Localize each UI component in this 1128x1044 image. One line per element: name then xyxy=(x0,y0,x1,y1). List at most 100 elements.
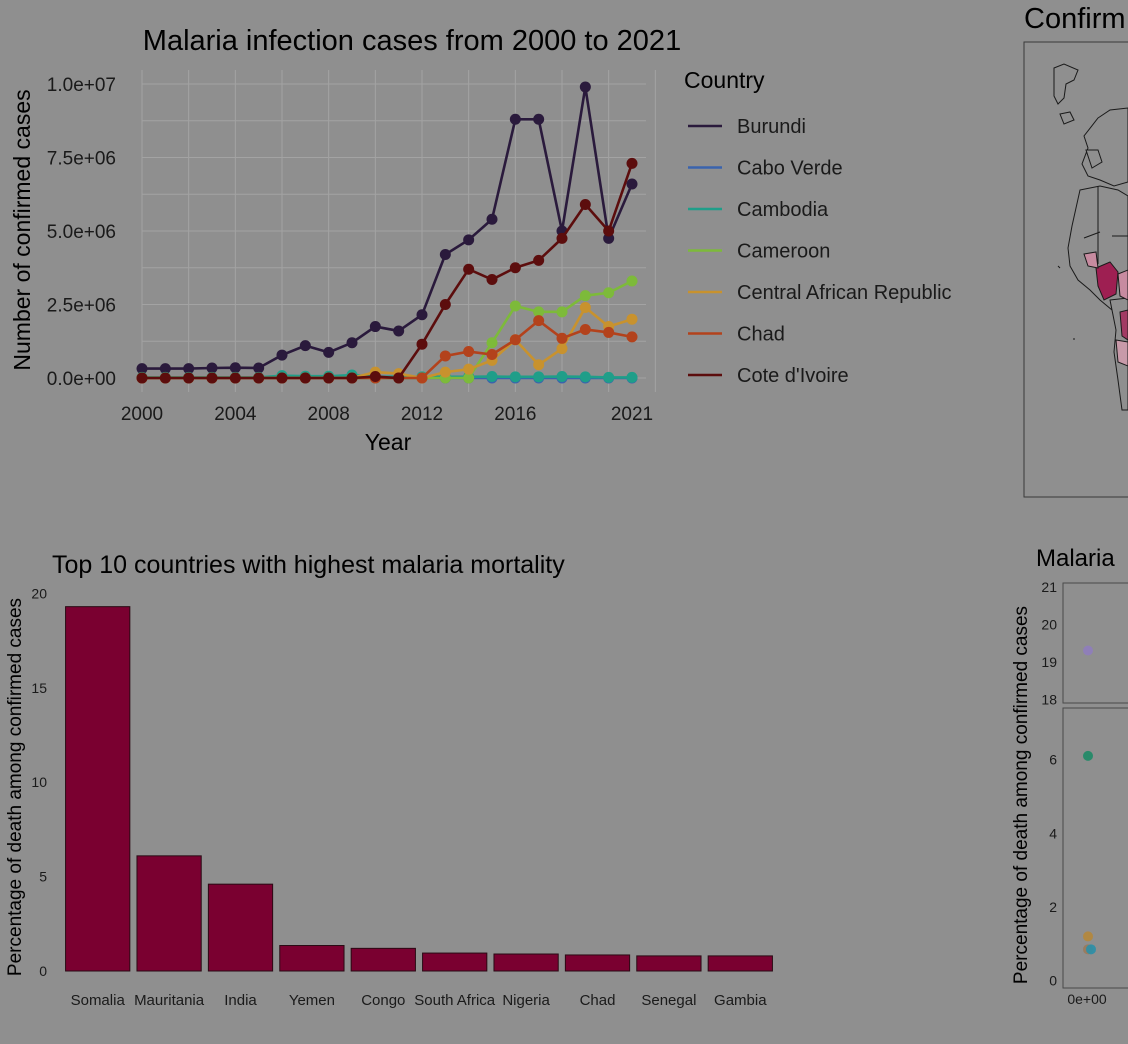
map-frame xyxy=(1023,41,1128,498)
x-tick-label: Congo xyxy=(361,992,405,1009)
series-line xyxy=(142,86,634,370)
y-tick-label: 20 xyxy=(31,585,47,601)
data-point xyxy=(509,334,521,346)
map-title: Confirm xyxy=(1024,3,1126,35)
x-tick-label: 2008 xyxy=(308,404,350,425)
data-point xyxy=(346,372,358,384)
x-tick-label: 2021 xyxy=(611,404,653,425)
y-tick-label: 7.5e+06 xyxy=(47,149,116,170)
line-chart-x-ticks: 2000 2004 2008 2012 2016 2021 xyxy=(121,404,653,425)
data-point xyxy=(463,363,475,375)
x-tick-label: India xyxy=(224,992,257,1009)
data-point xyxy=(463,263,475,275)
scatter-upper-panel xyxy=(1062,582,1128,704)
y-tick-label: 19 xyxy=(1041,654,1057,670)
data-point xyxy=(486,274,498,286)
y-tick-label: 1.0e+07 xyxy=(47,75,116,96)
legend-label: Cambodia xyxy=(737,199,829,221)
y-tick-label: 0 xyxy=(1049,973,1057,989)
bar-nigeria xyxy=(493,953,559,972)
data-point xyxy=(299,340,311,352)
y-tick-label: 4 xyxy=(1049,825,1057,841)
series-cote-d-ivoire xyxy=(136,157,638,384)
data-point xyxy=(369,371,381,383)
legend-label: Central African Republic xyxy=(737,282,952,304)
data-point xyxy=(579,290,591,302)
data-point xyxy=(253,372,265,384)
data-point xyxy=(253,362,265,374)
data-point xyxy=(276,349,288,361)
line-chart-title: Malaria infection cases from 2000 to 202… xyxy=(143,25,681,57)
data-point xyxy=(229,362,241,374)
data-point xyxy=(486,348,498,360)
data-point xyxy=(533,315,545,327)
bar-chart-y-axis-title: Percentage of death among confirmed case… xyxy=(5,598,26,976)
legend-label: Chad xyxy=(737,324,785,346)
data-point xyxy=(159,372,171,384)
data-point xyxy=(579,371,591,383)
y-tick-label: 5.0e+06 xyxy=(47,222,116,243)
line-chart-y-axis-title: Number of confirmed cases xyxy=(9,89,35,370)
data-point xyxy=(206,372,218,384)
data-point xyxy=(486,213,498,225)
data-point xyxy=(439,249,451,261)
line-chart-legend: Country Burundi Cabo Verde Cambodia Cameroo… xyxy=(684,67,952,387)
data-point xyxy=(463,346,475,358)
x-tick-label: Senegal xyxy=(641,992,696,1009)
scatter-chart-title: Malaria xyxy=(1036,545,1115,572)
data-point xyxy=(486,371,498,383)
data-point xyxy=(486,337,498,349)
data-point xyxy=(393,325,405,337)
data-point xyxy=(159,363,171,375)
data-point xyxy=(369,321,381,333)
data-point xyxy=(579,81,591,93)
scatter-point xyxy=(1083,931,1093,942)
scatter-lower-y-ticks: 0 2 4 6 xyxy=(1049,752,1057,989)
line-chart: Malaria infection cases from 2000 to 202… xyxy=(9,25,952,455)
bar-chart-y-ticks: 0 5 10 15 20 xyxy=(31,585,47,979)
data-point xyxy=(533,113,545,125)
series-burundi xyxy=(136,81,638,375)
data-point xyxy=(206,362,218,374)
line-chart-x-axis-title: Year xyxy=(365,429,412,455)
x-tick-label: Nigeria xyxy=(502,992,550,1009)
scatter-x-tick-label: 0e+00 xyxy=(1067,991,1107,1007)
data-point xyxy=(509,113,521,125)
data-point xyxy=(556,232,568,244)
data-point xyxy=(509,371,521,383)
x-tick-label: Somalia xyxy=(71,992,126,1009)
data-point xyxy=(626,178,638,190)
y-tick-label: 18 xyxy=(1041,691,1057,707)
scatter-chart-y-axis-title: Percentage of death among confirmed case… xyxy=(1011,606,1032,984)
data-point xyxy=(579,301,591,313)
data-point xyxy=(556,332,568,344)
data-point xyxy=(533,306,545,318)
data-point xyxy=(603,225,615,237)
data-point xyxy=(603,371,615,383)
legend-label: Cabo Verde xyxy=(737,158,843,180)
bar-senegal xyxy=(636,955,702,972)
x-tick-label: Yemen xyxy=(289,992,335,1009)
bar-congo xyxy=(350,947,416,972)
data-point xyxy=(323,346,335,358)
data-point xyxy=(579,199,591,211)
line-chart-grid xyxy=(141,70,656,392)
bar-chart-bars xyxy=(65,606,773,972)
data-point xyxy=(603,287,615,299)
legend-label: Cameroon xyxy=(737,241,830,263)
scatter-upper-y-ticks: 18 19 20 21 xyxy=(1041,579,1057,708)
series-line xyxy=(142,162,634,380)
data-point xyxy=(439,299,451,310)
bar-gambia xyxy=(707,955,773,972)
y-tick-label: 0.0e+00 xyxy=(47,369,116,390)
x-tick-label: Gambia xyxy=(714,992,767,1009)
x-tick-label: South Africa xyxy=(414,992,496,1009)
data-point xyxy=(626,371,638,383)
data-point xyxy=(416,372,428,384)
data-point xyxy=(416,309,428,321)
scatter-point xyxy=(1083,750,1093,761)
data-point xyxy=(346,337,358,349)
data-point xyxy=(626,275,638,287)
y-tick-label: 15 xyxy=(31,680,47,696)
